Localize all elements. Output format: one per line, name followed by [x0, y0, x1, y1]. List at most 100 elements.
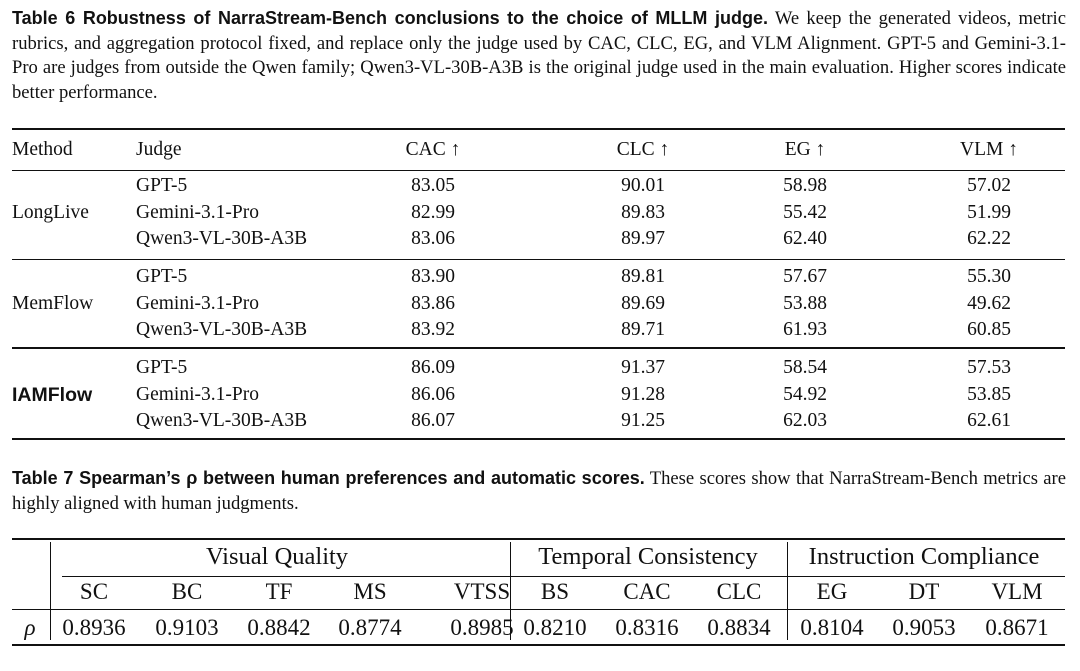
table7-value-cell: 0.8985 — [450, 615, 514, 640]
judge-cell: GPT-5 — [136, 357, 188, 378]
table7-top-rule — [12, 538, 1065, 540]
score-cell: 60.85 — [967, 319, 1011, 340]
score-cell: 86.09 — [411, 357, 455, 378]
score-cell: 89.69 — [621, 292, 665, 314]
judge-cell: Qwen3-VL-30B-A3B — [136, 410, 308, 431]
score-cell: 62.03 — [783, 410, 827, 431]
table7-value-cell: 0.8774 — [338, 615, 402, 640]
table7-value-cell: 0.9053 — [892, 615, 956, 640]
table6-bottom-rule — [12, 438, 1065, 440]
table7-group-header: Instruction Compliance — [808, 543, 1040, 570]
score-cell: 55.42 — [783, 201, 827, 223]
table7-metric-header: DT — [908, 579, 940, 604]
score-cell: 91.28 — [621, 383, 665, 405]
score-cell: 89.71 — [621, 319, 665, 340]
score-cell: 91.37 — [621, 357, 665, 378]
judge-cell: Qwen3-VL-30B-A3B — [136, 228, 308, 249]
table6-header-rule — [12, 170, 1065, 172]
table6-header-cell: EG ↑ — [784, 139, 826, 160]
score-cell: 57.02 — [967, 175, 1011, 196]
table7-column-separator — [510, 542, 512, 640]
table6-header-cell: VLM ↑ — [960, 139, 1018, 160]
table6-group-rule — [12, 347, 1065, 349]
table7-metric-header: VLM — [991, 579, 1043, 604]
table7-mid-rule — [12, 609, 1065, 611]
score-cell: 51.99 — [967, 201, 1011, 223]
score-cell: 91.25 — [621, 410, 665, 431]
method-label: LongLive — [12, 201, 89, 223]
table7-metric-header: MS — [353, 579, 387, 604]
table7-row-label: ρ — [24, 615, 36, 640]
score-cell: 53.88 — [783, 292, 827, 314]
table7-group-header: Temporal Consistency — [538, 543, 758, 570]
table6-caption: Table 6 Robustness of NarraStream-Bench … — [12, 6, 1066, 105]
table6-header-cell: CAC ↑ — [405, 139, 461, 160]
table6-header-cell: Judge — [136, 139, 182, 160]
table6-group-rule — [12, 259, 1065, 261]
score-cell: 89.81 — [621, 266, 665, 287]
score-cell: 58.98 — [783, 175, 827, 196]
score-cell: 86.07 — [411, 410, 455, 431]
score-cell: 54.92 — [783, 383, 827, 405]
table7-value-cell: 0.8671 — [985, 615, 1049, 640]
table7-value-cell: 0.8104 — [800, 615, 864, 640]
score-cell: 82.99 — [411, 201, 455, 223]
score-cell: 83.05 — [411, 175, 455, 196]
table7-value-cell: 0.9103 — [155, 615, 219, 640]
table7-caption-body: These scores show that NarraStream-Bench… — [12, 468, 1066, 514]
score-cell: 57.67 — [783, 266, 827, 287]
table7-column-separator — [787, 542, 789, 640]
judge-cell: Gemini-3.1-Pro — [136, 201, 259, 223]
table7-group-header: Visual Quality — [205, 543, 349, 570]
score-cell: 89.97 — [621, 228, 665, 249]
table7-value-cell: 0.8936 — [62, 615, 126, 640]
table6-top-rule — [12, 128, 1065, 130]
score-cell: 62.22 — [967, 228, 1011, 249]
table7-metric-header: CLC — [716, 579, 762, 604]
score-cell: 90.01 — [621, 175, 665, 196]
table6-caption-title: Table 6 Robustness of NarraStream-Bench … — [12, 8, 768, 28]
score-cell: 62.40 — [783, 228, 827, 249]
table7-caption: Table 7 Spearman’s ρ between human prefe… — [12, 466, 1066, 516]
table7-metric-header: SC — [79, 579, 109, 604]
score-cell: 49.62 — [967, 292, 1011, 314]
table6-caption-body: We keep the generated videos, metric rub… — [12, 8, 1066, 103]
judge-cell: GPT-5 — [136, 266, 188, 287]
table6: Method Judge CAC ↑ CLC ↑ EG ↑ VLM ↑ LongLive GP… — [12, 128, 1065, 440]
judge-cell: GPT-5 — [136, 175, 188, 196]
table7-column-separator — [50, 542, 52, 640]
score-cell: 83.90 — [411, 266, 455, 287]
table7-metric-header: BC — [171, 579, 203, 604]
table7-bottom-rule — [12, 644, 1065, 646]
method-label: MemFlow — [12, 292, 94, 314]
table7-value-cell: 0.8210 — [523, 615, 587, 640]
score-cell: 83.92 — [411, 319, 455, 340]
judge-cell: Gemini-3.1-Pro — [136, 292, 259, 314]
table7-metric-header: TF — [265, 579, 293, 604]
table6-header-cell: Method — [12, 139, 73, 160]
table7-value-cell: 0.8842 — [247, 615, 311, 640]
score-cell: 83.06 — [411, 228, 455, 249]
table7-caption-title: Table 7 Spearman’s ρ between human prefe… — [12, 468, 645, 488]
table7-metric-header: EG — [816, 579, 848, 604]
score-cell: 57.53 — [967, 357, 1011, 378]
score-cell: 61.93 — [783, 319, 827, 340]
method-label: IAMFlow — [12, 383, 93, 406]
table7-metric-header: BS — [540, 579, 570, 604]
table7-group-underline — [62, 576, 1065, 578]
table7-value-cell: 0.8316 — [615, 615, 679, 640]
score-cell: 89.83 — [621, 201, 665, 223]
score-cell: 58.54 — [783, 357, 827, 378]
score-cell: 55.30 — [967, 266, 1011, 287]
table7-value-cell: 0.8834 — [707, 615, 771, 640]
score-cell: 53.85 — [967, 383, 1011, 405]
judge-cell: Qwen3-VL-30B-A3B — [136, 319, 308, 340]
judge-cell: Gemini-3.1-Pro — [136, 383, 259, 405]
score-cell: 83.86 — [411, 292, 455, 314]
score-cell: 62.61 — [967, 410, 1011, 431]
table7-metric-header: CAC — [623, 579, 671, 604]
table6-header-cell: CLC ↑ — [616, 139, 670, 160]
table7-metric-header: VTSS — [453, 579, 511, 604]
score-cell: 86.06 — [411, 383, 455, 405]
table7: Visual Quality Temporal Consistency Instru… — [12, 538, 1065, 650]
